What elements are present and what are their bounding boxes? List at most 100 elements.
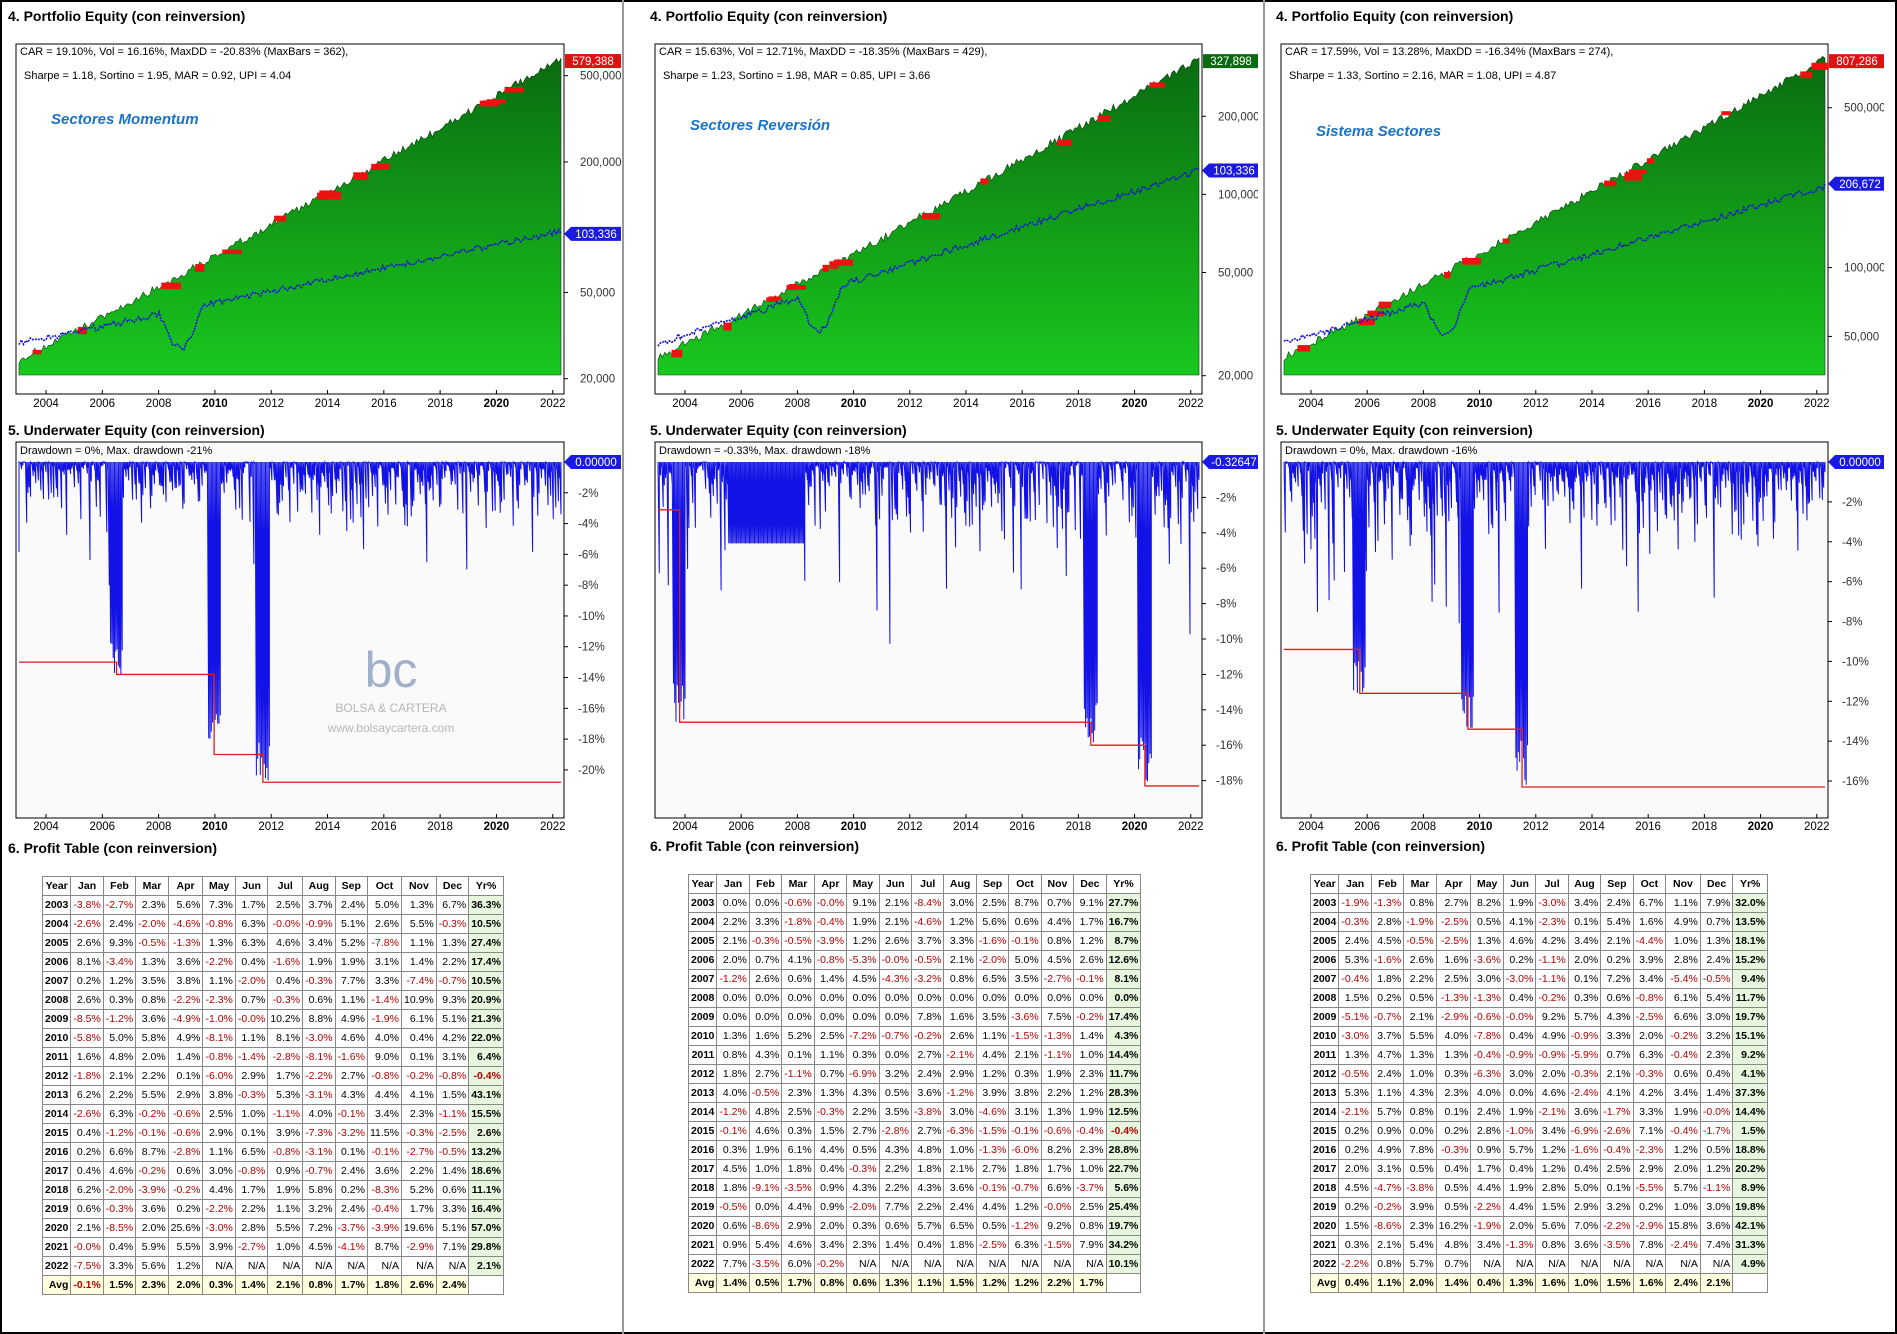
month-cell: -8.5%	[102, 1218, 137, 1238]
x-tick-label: 2006	[90, 821, 116, 830]
year-total-cell: 2.6%	[468, 1123, 504, 1143]
month-cell: 5.2%	[781, 1026, 815, 1046]
month-cell: 0.1%	[334, 1142, 368, 1162]
y-tick-label: -4%	[1842, 537, 1862, 549]
month-cell: -0.3%	[234, 1085, 269, 1105]
month-cell: -0.2%	[167, 1180, 204, 1200]
x-tick-label: 2006	[90, 398, 116, 410]
year-total-cell: 18.1%	[1732, 931, 1769, 951]
month-cell: -0.6%	[1040, 1121, 1075, 1141]
month-cell: 1.1%	[813, 1045, 848, 1065]
table-row: 2009 -8.5% -1.2% 3.6% -4.9% -1.0% -0.0% 10.2% 8.…	[41, 1009, 504, 1029]
year-total-cell: 4.1%	[1732, 1064, 1769, 1084]
month-cell: 1.1%	[267, 1199, 304, 1219]
table-row: 2014 -1.2% 4.8% 2.5% -0.3% 2.2% 3.5% -3.8% 3.0% -…	[687, 1102, 1142, 1122]
month-cell: 2.2%	[716, 912, 750, 932]
month-cell: 3.8%	[202, 1085, 236, 1105]
month-cell: -2.7%	[234, 1237, 269, 1257]
month-cell: -1.1%	[435, 1104, 470, 1124]
year-cell: 2014	[687, 1102, 718, 1122]
month-cell: -3.5%	[1600, 1235, 1634, 1255]
month-cell: -2.5%	[1435, 931, 1472, 951]
year-total-cell: 0.0%	[1105, 988, 1142, 1008]
column-header: Nov	[1040, 874, 1075, 894]
month-cell: 3.3%	[943, 931, 977, 951]
month-cell: 1.6%	[1435, 950, 1472, 970]
y-tick-label: -16%	[1842, 776, 1869, 788]
y-tick-label: 50,000	[1844, 331, 1879, 343]
month-cell: 19.6%	[400, 1218, 437, 1238]
month-cell: 0.0%	[813, 988, 848, 1008]
month-cell: 1.2%	[943, 912, 977, 932]
system-name: Sistema Sectores	[1316, 123, 1441, 140]
x-tick-label: 2010	[202, 821, 228, 830]
month-cell: 1.5%	[813, 1121, 848, 1141]
month-cell: 2.9%	[234, 1066, 269, 1086]
year-cell: 2016	[687, 1140, 718, 1160]
table-row: 2022 7.7% -3.5% 6.0% -0.2% N/A N/A N/A N/A N/A N/A…	[687, 1254, 1142, 1274]
month-cell: 4.3%	[748, 1045, 783, 1065]
drawdown-series	[1283, 460, 1826, 785]
month-cell: -0.5%	[716, 1197, 750, 1217]
month-cell: -8.1%	[302, 1047, 336, 1067]
table-avg-row: Avg 1.4% 0.5% 1.7% 0.8% 0.6% 1.3% 1.1% 1.5% 1.2% 1…	[687, 1273, 1142, 1293]
avg-cell: 2.6%	[400, 1275, 437, 1295]
month-cell: 2.5%	[1073, 1197, 1107, 1217]
drawdown-patch	[1378, 301, 1392, 309]
y-tick-label: 100,000	[1844, 263, 1884, 275]
month-cell: 0.3%	[1567, 988, 1602, 1008]
month-cell: -2.3%	[1535, 912, 1569, 932]
month-cell: 2.6%	[366, 914, 402, 934]
month-cell: 0.5%	[975, 1216, 1010, 1236]
drawdown-patch	[1367, 310, 1384, 317]
month-cell: N/A	[975, 1254, 1010, 1274]
month-cell: 2.1%	[1370, 1235, 1405, 1255]
month-cell: 2.2%	[135, 1066, 169, 1086]
month-cell: 1.2%	[167, 1256, 204, 1276]
x-tick-label: 2016	[1009, 398, 1035, 410]
month-cell: 3.3%	[1600, 1026, 1634, 1046]
month-cell: 2.6%	[70, 933, 104, 953]
month-cell: 10.2%	[267, 1009, 304, 1029]
x-tick-label: 2014	[1579, 821, 1605, 830]
drawdown-patch	[1444, 271, 1451, 279]
month-cell: 0.7%	[813, 1064, 848, 1084]
month-cell: 1.0%	[1665, 1197, 1701, 1217]
month-cell: 2.9%	[1632, 1159, 1667, 1179]
month-cell: 0.0%	[878, 1045, 912, 1065]
system-column: 4. Portfolio Equity (con reinversion) CAR…	[648, 0, 1258, 1334]
y-tick-label: 50,000	[1218, 267, 1253, 279]
month-cell: -1.4%	[234, 1047, 269, 1067]
x-tick-label: 2008	[1411, 821, 1437, 830]
month-cell: 0.0%	[1073, 988, 1107, 1008]
month-cell: -2.5%	[975, 1235, 1010, 1255]
month-cell: 2.3%	[846, 1235, 880, 1255]
month-cell: -2.8%	[878, 1121, 912, 1141]
column-header: Jul	[1535, 874, 1569, 894]
y-tick-label: -16%	[578, 703, 605, 715]
month-cell: N/A	[366, 1256, 402, 1276]
month-cell: -0.7%	[878, 1026, 912, 1046]
avg-cell: 2.3%	[135, 1275, 169, 1295]
avg-cell: 1.1%	[910, 1273, 945, 1293]
month-cell: 2.8%	[1665, 950, 1701, 970]
month-cell: 2.4%	[1338, 931, 1372, 951]
month-cell: -4.6%	[975, 1102, 1010, 1122]
month-cell: 1.0%	[1073, 1045, 1107, 1065]
column-divider	[622, 0, 624, 1334]
table-row: 2011 0.8% 4.3% 0.1% 1.1% 0.3% 0.0% 2.7% -2.1% 4.4…	[687, 1045, 1142, 1065]
month-cell: 3.2%	[302, 1199, 336, 1219]
x-tick-label: 2018	[1692, 398, 1718, 410]
month-cell: 3.2%	[1699, 1026, 1734, 1046]
year-cell: 2009	[41, 1009, 72, 1029]
month-cell: 0.6%	[716, 1216, 750, 1236]
month-cell: -3.1%	[302, 1142, 336, 1162]
month-cell: -1.1%	[1040, 1045, 1075, 1065]
column-header: Aug	[302, 876, 336, 896]
month-cell: 3.4%	[1665, 1083, 1701, 1103]
month-cell: -2.7%	[400, 1142, 437, 1162]
month-cell: 0.8%	[1403, 1102, 1437, 1122]
month-cell: -5.8%	[70, 1028, 104, 1048]
month-cell: 1.8%	[716, 1178, 750, 1198]
month-cell: 5.7%	[1665, 1178, 1701, 1198]
